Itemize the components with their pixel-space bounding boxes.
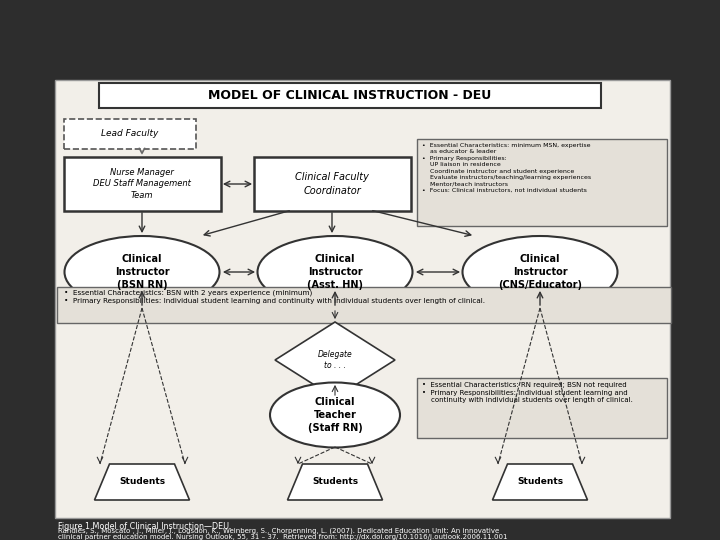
Text: Students: Students bbox=[312, 477, 358, 487]
Text: Nurse Manager
DEU Staff Management
Team: Nurse Manager DEU Staff Management Team bbox=[93, 168, 191, 200]
FancyBboxPatch shape bbox=[417, 378, 667, 438]
Polygon shape bbox=[492, 464, 588, 500]
Ellipse shape bbox=[270, 382, 400, 448]
Text: •  Essential Characteristics: minimum MSN, expertise
    as educator & leader
• : • Essential Characteristics: minimum MSN… bbox=[422, 143, 591, 193]
Text: Delegate
to . . .: Delegate to . . . bbox=[318, 350, 352, 370]
Ellipse shape bbox=[462, 236, 618, 308]
FancyBboxPatch shape bbox=[64, 119, 196, 149]
Text: Randles, S., Moscato , J., Miller, J., Logsdon, K., Weinberg, S., Chorpenning, L: Randles, S., Moscato , J., Miller, J., L… bbox=[58, 528, 499, 535]
FancyBboxPatch shape bbox=[55, 80, 670, 518]
Text: Clinical
Instructor
(BSN RN): Clinical Instructor (BSN RN) bbox=[114, 254, 169, 290]
Polygon shape bbox=[275, 322, 395, 398]
Text: Clinical
Instructor
(Asst. HN): Clinical Instructor (Asst. HN) bbox=[307, 254, 363, 290]
Ellipse shape bbox=[258, 236, 413, 308]
Text: Clinical
Teacher
(Staff RN): Clinical Teacher (Staff RN) bbox=[307, 397, 362, 433]
Text: •  Essential Characteristics: BSN with 2 years experience (minimum)
•  Primary R: • Essential Characteristics: BSN with 2 … bbox=[64, 290, 485, 304]
FancyBboxPatch shape bbox=[417, 139, 667, 226]
Text: clinical partner education model. Nursing Outlook, 55, 31 – 37.  Retrieved from:: clinical partner education model. Nursin… bbox=[58, 534, 508, 540]
Text: Students: Students bbox=[119, 477, 165, 487]
Polygon shape bbox=[287, 464, 382, 500]
FancyBboxPatch shape bbox=[64, 157, 221, 211]
Ellipse shape bbox=[65, 236, 220, 308]
FancyBboxPatch shape bbox=[254, 157, 411, 211]
Text: •  Essential Characteristics: RN required; BSN not required
•  Primary Responsib: • Essential Characteristics: RN required… bbox=[422, 382, 633, 403]
Text: Clinical Faculty
Coordinator: Clinical Faculty Coordinator bbox=[295, 172, 369, 195]
Text: Clinical
Instructor
(CNS/Educator): Clinical Instructor (CNS/Educator) bbox=[498, 254, 582, 290]
Text: Figure 1 Model of Clinical Instruction—DEU.: Figure 1 Model of Clinical Instruction—D… bbox=[58, 522, 232, 531]
Text: MODEL OF CLINICAL INSTRUCTION - DEU: MODEL OF CLINICAL INSTRUCTION - DEU bbox=[208, 89, 492, 102]
Text: Students: Students bbox=[517, 477, 563, 487]
FancyBboxPatch shape bbox=[99, 83, 601, 108]
Polygon shape bbox=[94, 464, 189, 500]
FancyBboxPatch shape bbox=[57, 287, 671, 323]
Text: Lead Faculty: Lead Faculty bbox=[102, 130, 158, 138]
